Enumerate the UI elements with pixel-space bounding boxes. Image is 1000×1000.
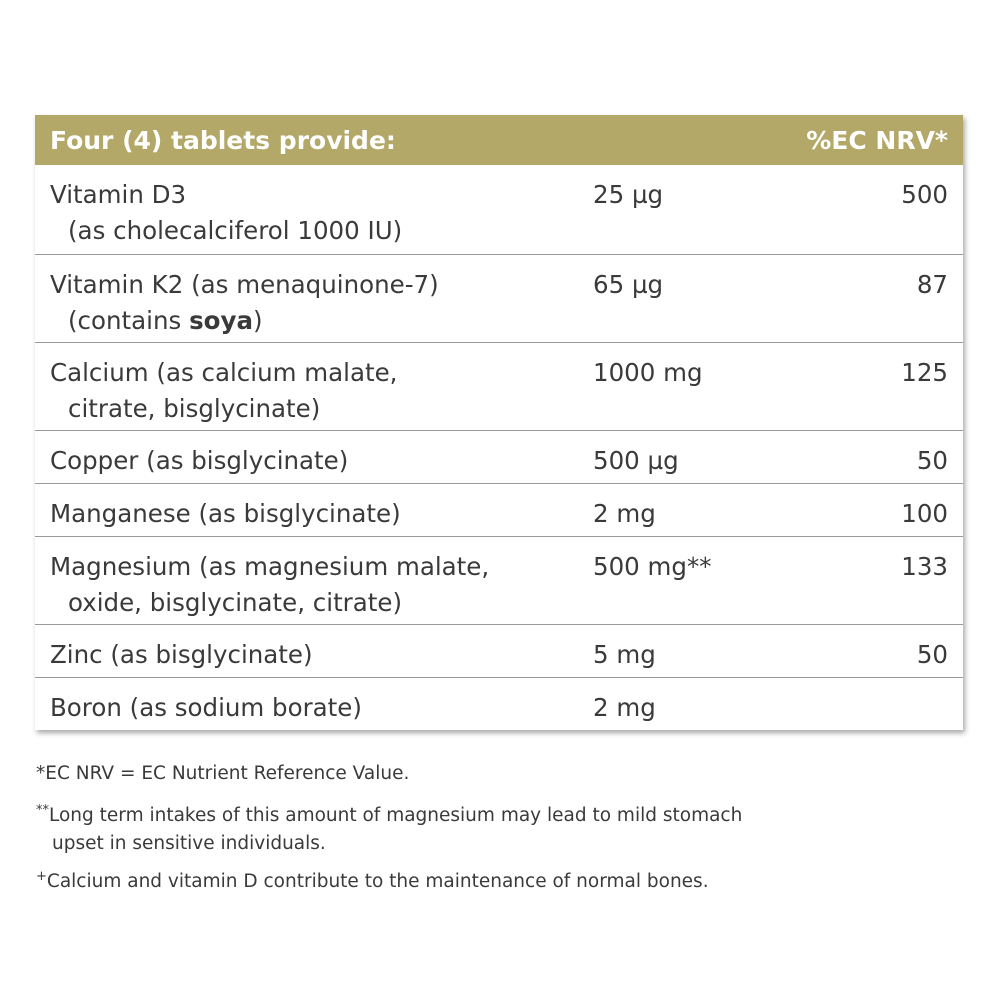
nutrient-name: Copper (as bisglycinate) <box>50 446 349 475</box>
nutrient-name: Vitamin D3 <box>50 180 187 209</box>
nutrient-detail: (contains soya) <box>50 303 593 339</box>
table-row: Vitamin K2 (as menaquinone-7) (contains s… <box>35 255 963 343</box>
nutrient-name: Boron (as sodium borate) <box>50 693 362 722</box>
nutrient-nrv: 133 <box>901 552 948 581</box>
nutrient-amount: 2 mg <box>593 693 656 722</box>
table-row: Magnesium (as magnesium malate, oxide, bi… <box>35 537 963 625</box>
footnote-mark: ** <box>36 803 49 818</box>
table-row: Boron (as sodium borate) 2 mg <box>35 678 963 730</box>
allergen-text: soya <box>189 306 253 335</box>
nutrient-nrv: 50 <box>916 640 948 669</box>
nutrient-detail: (as cholecalciferol 1000 IU) <box>68 216 403 245</box>
header-nrv-label: %EC NRV* <box>806 125 948 155</box>
table-row: Vitamin D3 (as cholecalciferol 1000 IU) 2… <box>35 165 963 255</box>
nutrient-nrv: 100 <box>901 499 948 528</box>
nutrient-name: Magnesium (as magnesium malate, <box>50 552 490 581</box>
nutrient-nrv: 125 <box>901 358 948 387</box>
nutrient-amount: 2 mg <box>593 499 656 528</box>
nutrient-amount: 1000 mg <box>593 358 703 387</box>
header-title: Four (4) tablets provide: <box>50 125 396 155</box>
detail-text: ) <box>252 306 263 335</box>
table-header: Four (4) tablets provide: %EC NRV* <box>35 115 963 165</box>
nutrient-name: Manganese (as bisglycinate) <box>50 499 401 528</box>
footnote-text: Calcium and vitamin D contribute to the … <box>46 871 709 893</box>
nutrient-detail: oxide, bisglycinate, citrate) <box>68 588 403 617</box>
nutrition-table: Four (4) tablets provide: %EC NRV* Vitam… <box>35 115 963 730</box>
footnote-text: Long term intakes of this amount of magn… <box>49 805 743 827</box>
nutrient-nrv: 50 <box>916 446 948 475</box>
detail-text: (contains <box>68 306 190 335</box>
footnote-nrv: *EC NRV = EC Nutrient Reference Value. <box>36 763 410 784</box>
footnote-text: upset in sensitive individuals. <box>52 833 326 855</box>
nutrient-nrv: 500 <box>901 180 948 209</box>
nutrient-name: Vitamin K2 (as menaquinone-7) <box>50 270 439 299</box>
nutrient-amount: 5 mg <box>593 640 656 669</box>
table-row: Copper (as bisglycinate) 500 µg 50 <box>35 431 963 484</box>
nutrient-detail: citrate, bisglycinate) <box>68 394 321 423</box>
nutrient-nrv <box>843 690 948 730</box>
nutrient-amount: 25 µg <box>593 180 664 209</box>
footnote-claim: +Calcium and vitamin D contribute to the… <box>36 863 709 896</box>
table-row: Zinc (as bisglycinate) 5 mg 50 <box>35 625 963 678</box>
footnote-magnesium: **Long term intakes of this amount of ma… <box>36 797 742 858</box>
table-row: Manganese (as bisglycinate) 2 mg 100 <box>35 484 963 537</box>
nutrient-amount: 65 µg <box>593 270 664 299</box>
footnote-mark: + <box>36 869 47 884</box>
nutrient-nrv: 87 <box>916 270 948 299</box>
nutrient-amount: 500 µg <box>593 446 679 475</box>
nutrient-name: Calcium (as calcium malate, <box>50 358 398 387</box>
nutrient-name: Zinc (as bisglycinate) <box>50 640 313 669</box>
nutrient-amount: 500 mg** <box>593 552 712 581</box>
table-row: Calcium (as calcium malate, citrate, bisg… <box>35 343 963 431</box>
